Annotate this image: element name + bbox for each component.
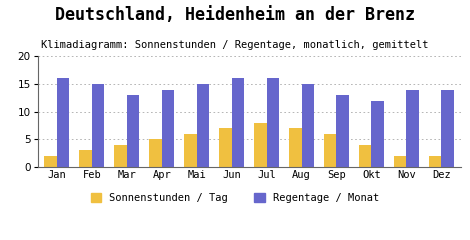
Bar [441,90,454,167]
Bar [394,156,407,167]
Bar [219,128,232,167]
Bar [289,128,302,167]
Bar [337,95,349,167]
Bar [254,123,266,167]
Bar [407,90,419,167]
Text: Klimadiagramm: Sonnenstunden / Regentage, monatlich, gemittelt: Klimadiagramm: Sonnenstunden / Regentage… [41,40,429,50]
Text: Copyright (C) 2010 sonnenlaender.de: Copyright (C) 2010 sonnenlaender.de [132,225,338,235]
Bar [57,78,70,167]
Bar [232,78,244,167]
Text: Deutschland, Heidenheim an der Brenz: Deutschland, Heidenheim an der Brenz [55,6,415,24]
Bar [371,101,384,167]
Bar [302,84,314,167]
Bar [266,78,279,167]
Bar [162,90,174,167]
Bar [114,145,127,167]
Bar [149,139,162,167]
Bar [196,84,209,167]
Legend: Sonnenstunden / Tag, Regentage / Monat: Sonnenstunden / Tag, Regentage / Monat [86,189,384,207]
Bar [79,150,92,167]
Bar [429,156,441,167]
Bar [184,134,196,167]
Bar [127,95,139,167]
Bar [359,145,371,167]
Bar [324,134,337,167]
Bar [92,84,104,167]
Bar [44,156,57,167]
